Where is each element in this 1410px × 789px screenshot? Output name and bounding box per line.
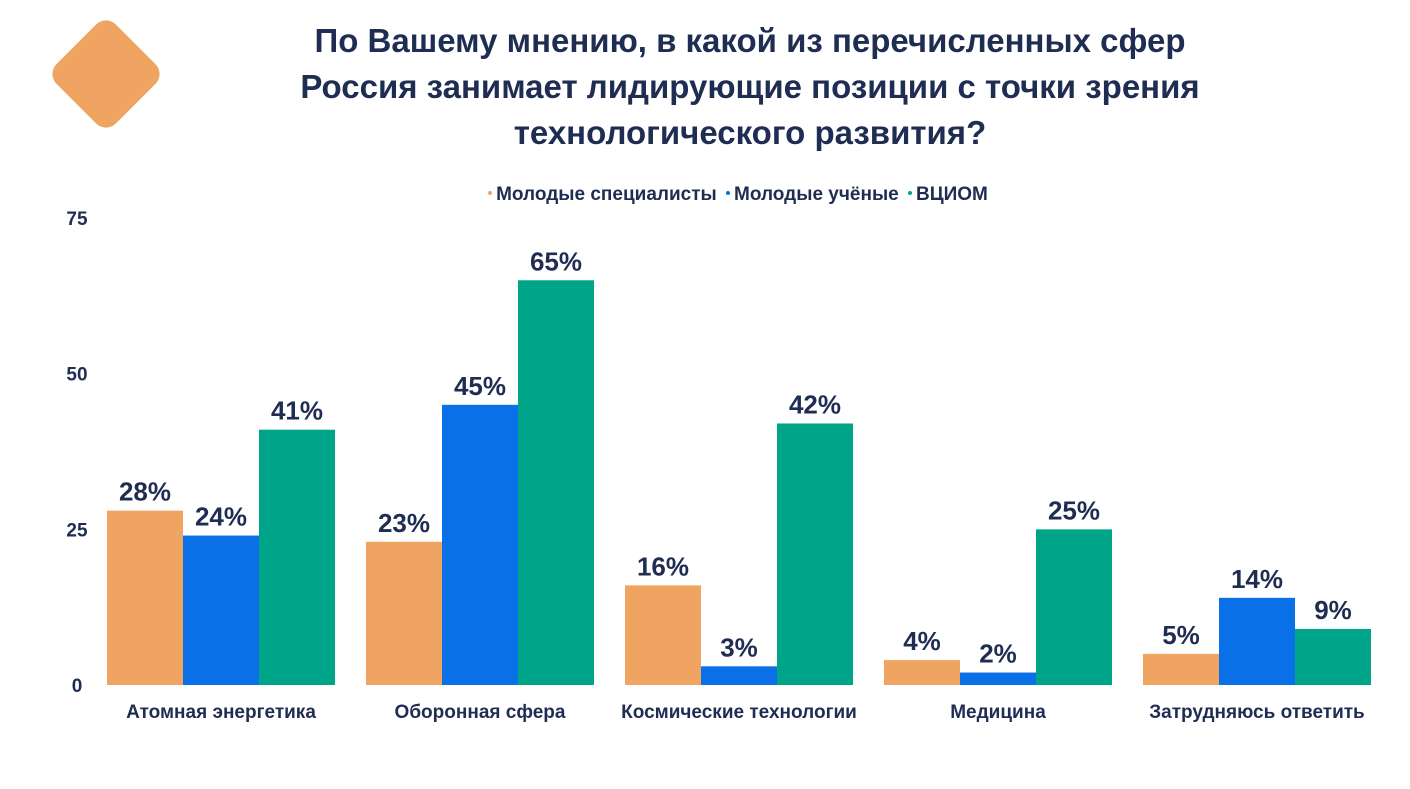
data-label: 42% <box>789 389 841 419</box>
bar <box>259 429 335 685</box>
data-label: 4% <box>903 626 941 656</box>
chart-title-line: По Вашему мнению, в какой из перечисленн… <box>314 22 1186 59</box>
data-label: 28% <box>119 477 171 507</box>
data-label: 45% <box>454 371 506 401</box>
bar <box>1036 529 1112 685</box>
bar <box>960 672 1036 685</box>
legend-item: Молодые учёные <box>726 184 899 206</box>
legend-label: Молодые учёные <box>734 184 899 205</box>
data-label: 16% <box>637 551 689 581</box>
y-tick-label: 0 <box>72 676 83 697</box>
bar <box>1219 597 1295 685</box>
data-label: 2% <box>979 639 1017 669</box>
y-axis: 0 25 50 75 <box>66 209 88 697</box>
bar <box>1143 653 1219 685</box>
bar <box>107 510 183 685</box>
data-label: 23% <box>378 508 430 538</box>
bar-group: 28% 24% 41% <box>107 396 335 685</box>
x-axis: Атомная энергетика Оборонная сфера Космиче… <box>126 702 1365 723</box>
legend-item: Молодые специалисты <box>488 184 717 206</box>
data-label: 14% <box>1231 564 1283 594</box>
legend-swatch-icon <box>908 190 913 195</box>
y-tick-label: 75 <box>66 209 88 230</box>
data-label: 3% <box>720 632 758 662</box>
x-category-label: Затрудняюсь ответить <box>1149 702 1365 723</box>
x-category-label: Оборонная сфера <box>395 702 566 723</box>
bar-group: 16% 3% 42% <box>625 389 853 685</box>
chart-legend: Молодые специалисты Молодые учёные ВЦИОМ <box>0 184 1410 206</box>
bar <box>442 404 518 685</box>
data-label: 65% <box>530 246 582 276</box>
chart-title-line: Россия занимает лидирующие позиции с точ… <box>300 68 1200 105</box>
bar <box>701 666 777 685</box>
data-label: 24% <box>195 502 247 532</box>
bar-groups: 28% 24% 41% 23% 45% 65% 16% 3% 42% 4% 2% 25% 5% 14% 9% <box>107 246 1371 685</box>
data-label: 25% <box>1048 495 1100 525</box>
bar <box>183 535 259 685</box>
legend-label: Молодые специалисты <box>496 184 717 205</box>
data-label: 9% <box>1314 595 1352 625</box>
bar-group: 5% 14% 9% <box>1143 564 1371 685</box>
bar <box>884 660 960 685</box>
legend-label: ВЦИОМ <box>916 184 988 205</box>
bar <box>625 585 701 685</box>
legend-item: ВЦИОМ <box>908 184 988 206</box>
data-label: 5% <box>1162 620 1200 650</box>
y-tick-label: 25 <box>66 520 88 541</box>
y-tick-label: 50 <box>66 365 87 386</box>
x-category-label: Медицина <box>950 702 1046 723</box>
bar <box>518 280 594 685</box>
data-label: 41% <box>271 396 323 426</box>
bar <box>1295 628 1371 685</box>
legend-swatch-icon <box>726 190 731 195</box>
chart-title-line: технологического развития? <box>513 114 987 151</box>
bar <box>777 423 853 685</box>
legend-swatch-icon <box>488 190 493 195</box>
bar-group: 4% 2% 25% <box>884 495 1112 685</box>
x-category-label: Космические технологии <box>621 702 857 723</box>
bar <box>366 541 442 685</box>
x-category-label: Атомная энергетика <box>126 702 316 723</box>
chart-title: По Вашему мнению, в какой из перечисленн… <box>170 18 1330 156</box>
bar-group: 23% 45% 65% <box>366 246 594 685</box>
